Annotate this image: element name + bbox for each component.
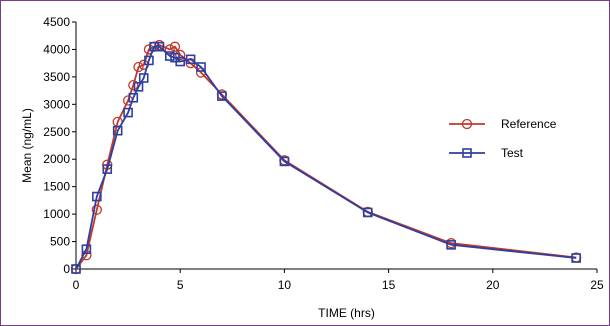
- data-point-reference: [133, 61, 144, 73]
- data-point-reference: [164, 44, 175, 55]
- legend-label: Reference: [501, 117, 557, 131]
- y-tick-label: 2000: [43, 152, 70, 166]
- data-point-test: [149, 41, 159, 52]
- x-axis-title: TIME (hrs): [318, 306, 375, 320]
- data-point-test: [175, 56, 185, 67]
- data-point-test: [362, 207, 373, 218]
- x-tick-label: 0: [73, 278, 80, 292]
- data-point-test: [128, 92, 139, 103]
- data-point-test: [196, 62, 206, 72]
- y-tick-label: 4500: [43, 15, 70, 29]
- y-tick-label: 3000: [43, 97, 70, 111]
- series-layer: [70, 39, 582, 275]
- data-point-test: [92, 191, 102, 202]
- data-point-reference: [128, 79, 139, 91]
- x-tick-label: 10: [278, 278, 292, 292]
- series-test: [71, 41, 581, 274]
- data-point-test: [571, 253, 581, 263]
- data-point-test: [138, 73, 149, 83]
- data-point-test: [154, 41, 165, 52]
- data-point-test: [217, 91, 227, 101]
- data-point-reference: [91, 204, 102, 215]
- x-tick-label: 15: [382, 278, 396, 292]
- legend: Reference Test: [449, 117, 557, 160]
- data-point-test: [446, 240, 456, 250]
- legend-marker: [461, 118, 473, 130]
- data-point-reference: [175, 49, 186, 61]
- data-point-test: [112, 125, 123, 136]
- legend-item-test: Test: [449, 146, 524, 160]
- legend-marker: [462, 148, 472, 158]
- data-point-test: [123, 107, 133, 118]
- y-tick-label: 0: [63, 262, 70, 276]
- axes: 0 500 1000 1500 2000 2500 3000 3500 4000 4500 0 5 10…: [43, 15, 604, 292]
- legend-item-reference: Reference: [449, 117, 557, 131]
- series-line-test: [75, 45, 577, 270]
- legend-label: Test: [501, 146, 524, 160]
- data-point-test: [164, 51, 175, 61]
- data-point-test: [71, 264, 81, 274]
- y-tick-label: 1000: [43, 207, 70, 221]
- y-axis-title: Mean (ng/mL): [20, 108, 34, 183]
- data-point-test: [133, 81, 144, 92]
- data-point-test: [81, 244, 92, 255]
- data-point-test: [279, 156, 290, 167]
- y-tick-label: 500: [50, 235, 70, 249]
- x-tick-label: 20: [486, 278, 500, 292]
- y-tick-label: 3500: [43, 70, 70, 84]
- y-tick-label: 2500: [43, 125, 70, 139]
- data-point-test: [102, 164, 113, 174]
- x-tick-label: 5: [177, 278, 184, 292]
- data-point-test: [185, 54, 196, 65]
- x-tick-label: 25: [590, 278, 604, 292]
- data-point-test: [144, 55, 154, 66]
- y-tick-label: 1500: [43, 180, 70, 194]
- data-point-reference: [169, 41, 181, 52]
- y-tick-label: 4000: [43, 42, 70, 56]
